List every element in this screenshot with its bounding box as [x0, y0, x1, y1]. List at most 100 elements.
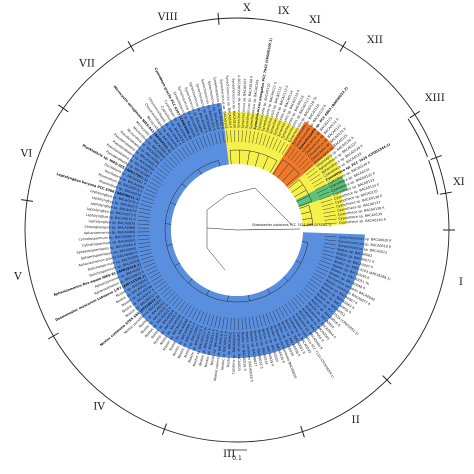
leaf-label: Cylindrospermum sp. BACA0066 ﬁ [78, 234, 135, 241]
leaf-branch [202, 312, 208, 325]
leaf-branch [214, 132, 218, 145]
leaf-branch [323, 242, 336, 246]
leaf-label: Nostoc sp. BACA0033 ﬁ [253, 330, 264, 369]
leaf-labels: Synechococcus sp. BACA0020 ﬁSynechococcu… [53, 37, 392, 381]
leaf-branch [191, 140, 198, 152]
tree-branch [166, 244, 173, 246]
leaf-branch [275, 140, 282, 152]
leaf-branch [160, 165, 170, 174]
leaf-branch [296, 294, 305, 305]
tree-branch [226, 187, 256, 196]
leaf-branch [138, 245, 151, 249]
tree-branch [300, 211, 311, 215]
leaf-branch [214, 315, 218, 328]
leaf-branch [316, 188, 328, 194]
tree-branch [302, 217, 313, 220]
tree-branch [170, 202, 177, 205]
leaf-label: Synechococcus sp. BACA0103 [219, 79, 228, 129]
leaf-branch [160, 286, 170, 295]
tree-branch [165, 223, 172, 225]
leaf-branch [323, 214, 336, 218]
leaf-branch [158, 283, 168, 292]
scale-bar: 0.1 [227, 449, 247, 462]
cluster-boundary-tick [382, 375, 392, 385]
leaf-branch [174, 298, 183, 309]
leaf-branch [269, 311, 274, 324]
leaf-label: Aphanizomenon sp. BACA0068 [84, 230, 135, 235]
tree-branch [174, 262, 180, 267]
cluster-boundary-tick [217, 12, 220, 25]
tree-branch [276, 209, 293, 226]
cluster-boundary-tick [300, 425, 305, 438]
leaf-branch [153, 174, 164, 182]
leaf-branch [311, 275, 323, 283]
leaf-branch [313, 180, 325, 188]
tree-branch [285, 173, 300, 187]
leaf-branch [248, 317, 251, 330]
leaf-branch [137, 238, 150, 241]
cluster-label: XI [453, 176, 465, 188]
cluster-label: I [459, 276, 463, 288]
leaf-branch [163, 289, 173, 298]
leaf-branch [241, 130, 243, 143]
cluster-boundary-tick [47, 332, 59, 340]
leaf-branch [140, 204, 153, 208]
leaf-label: Leptolyngbya sp. BACA0070 [88, 219, 135, 226]
leaf-branch [298, 292, 308, 302]
leaf-branch [218, 131, 221, 144]
leaf-branch [188, 306, 195, 318]
leaf-branch [226, 130, 228, 143]
outgroup-branch: Gloeobacter violaceus PCC 7421 (NR_07428… [236, 223, 332, 231]
leaf-branch [323, 210, 336, 214]
tree-branch [206, 194, 228, 211]
tree-branch [230, 149, 278, 161]
tree-branch [188, 278, 193, 284]
leaf-branch [145, 188, 157, 195]
cluster-boundary-tick [21, 199, 34, 202]
leaf-branch [222, 317, 225, 329]
cluster-label: XI [309, 14, 321, 26]
leaf-branch [313, 272, 325, 280]
leaf-label: Nostoc commune BACA0018 ﬁ [213, 331, 224, 381]
leaf-branch [290, 299, 299, 310]
leaf-branch [255, 315, 259, 328]
leaf-branch [137, 223, 150, 225]
leaf-branch [230, 130, 232, 143]
cluster-boundary-tick [127, 40, 135, 52]
leaf-branch [147, 269, 159, 275]
leaf-label: Nostoc sp. BACA0022 [226, 332, 232, 368]
leaf-branch [144, 192, 156, 198]
leaf-branch [140, 252, 153, 256]
leaf-branch [195, 310, 201, 322]
leaf-label: Nostoc commune BACA0028 ﬁ [245, 331, 254, 382]
leaf-branch [296, 155, 305, 166]
cluster-label: VII [78, 58, 95, 70]
leaf-label: Nostoc sp. BACA0034 [257, 329, 269, 365]
leaf-branch [303, 164, 313, 173]
tree-branches [164, 149, 314, 303]
leaf-branch [178, 301, 186, 312]
leaf-branch [174, 151, 183, 162]
tree-branch [298, 201, 312, 207]
tree-branch [299, 205, 309, 209]
leaf-label: Cyanothece sp. BACA0139 [338, 212, 382, 221]
leaf-branch [316, 266, 328, 272]
tree-branch [272, 159, 283, 175]
cluster-label: XIII [425, 92, 445, 104]
leaf-branch [301, 161, 311, 171]
leaf-label: Leptolyngbya sp. BACA0073 ﬁ [86, 207, 136, 218]
leaf-branch [184, 144, 192, 155]
leaf-branch [269, 136, 274, 149]
leaf-branch [320, 256, 333, 261]
tree-branch [269, 160, 278, 173]
leaf-label: Synechococcus sp. BACA0104 ﬁ [225, 75, 232, 128]
tree-branch [277, 163, 289, 179]
outgroup-label: Gloeobacter violaceus PCC 7421 (NR_07428… [252, 223, 332, 227]
leaf-branch [272, 310, 278, 322]
leaf-branch [181, 146, 189, 157]
cluster-boundary-tick [430, 154, 443, 161]
leaf-branch [155, 171, 166, 179]
leaf-branch [311, 177, 323, 185]
clade-color-sectors [109, 102, 365, 358]
leaf-branch [158, 168, 168, 177]
